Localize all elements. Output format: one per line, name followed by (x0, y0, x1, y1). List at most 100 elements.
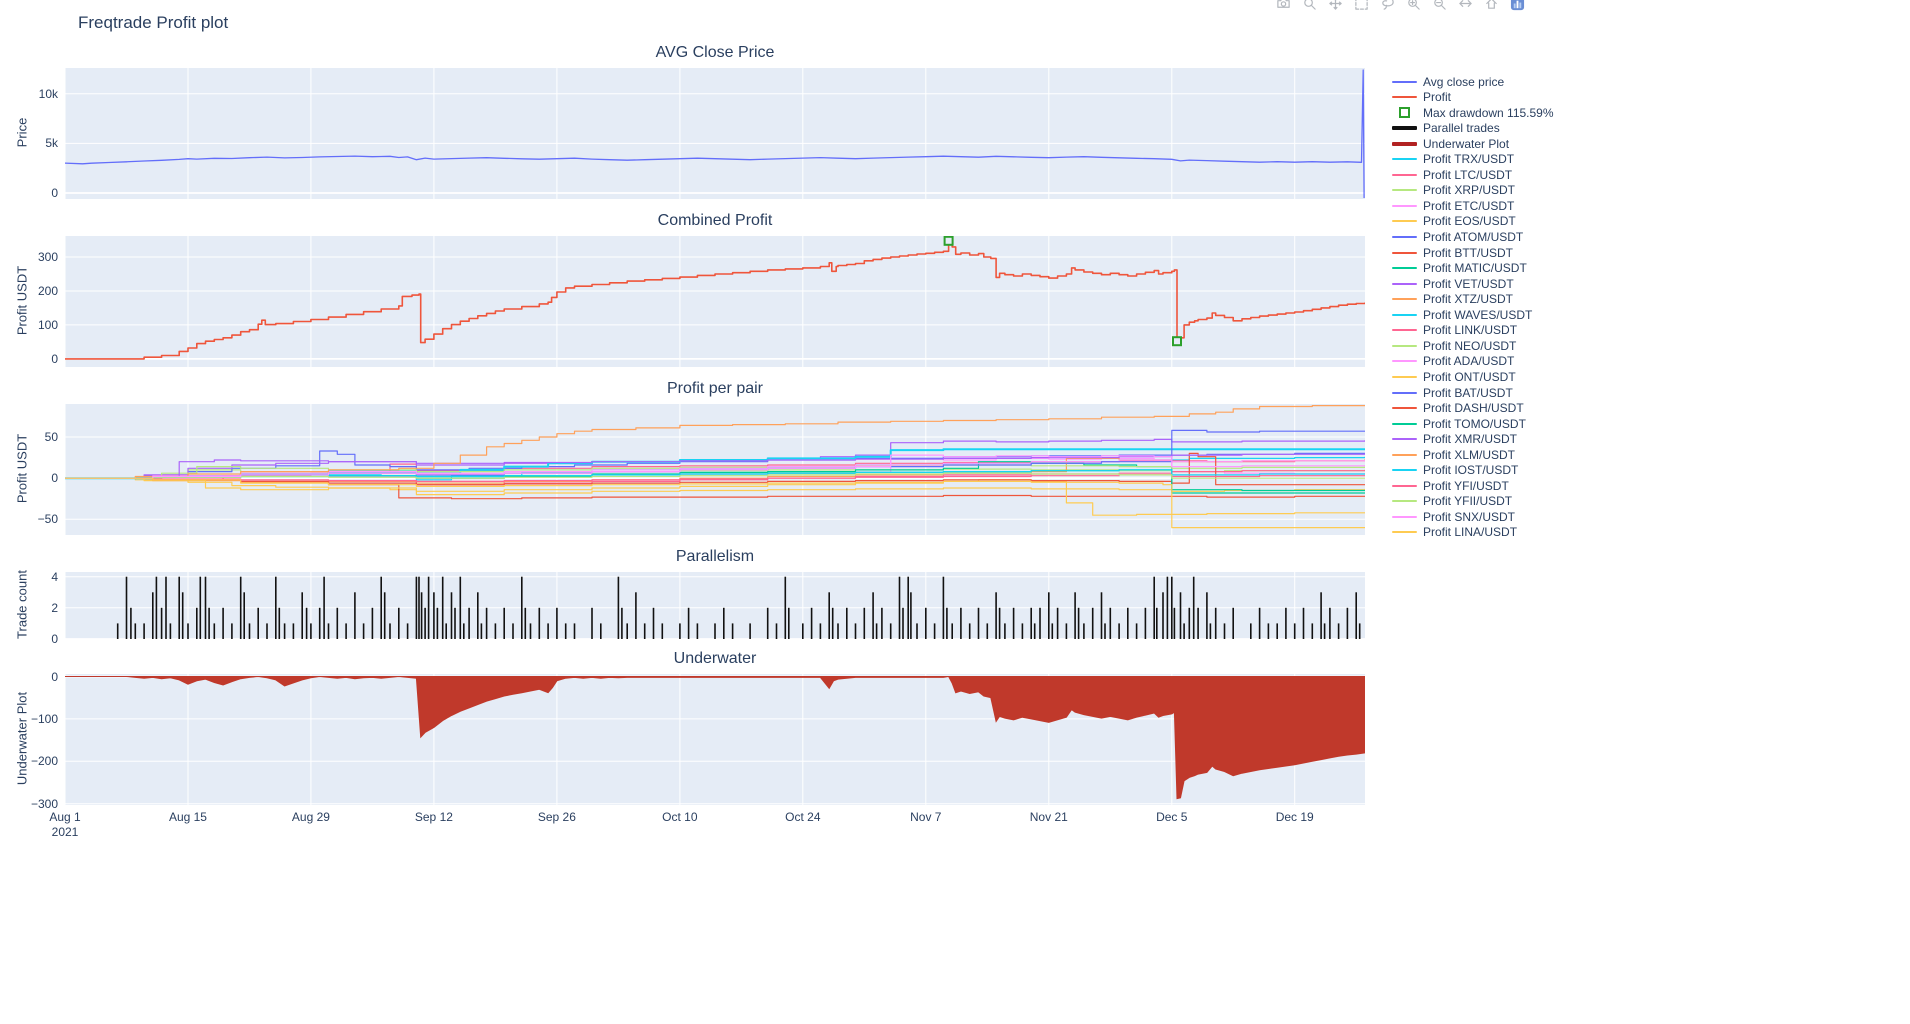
y-tick-label: 0 (51, 351, 58, 366)
legend-item-profit-xtz-usdt[interactable]: Profit XTZ/USDT (1392, 292, 1513, 307)
legend-label: Profit IOST/USDT (1423, 463, 1519, 478)
legend-item-profit-dash-usdt[interactable]: Profit DASH/USDT (1392, 401, 1524, 416)
subplot-title-avg-close-price: AVG Close Price (655, 44, 775, 61)
legend-label: Profit EOS/USDT (1423, 214, 1516, 229)
legend-item-profit-matic-usdt[interactable]: Profit MATIC/USDT (1392, 261, 1527, 276)
legend-label: Profit BTT/USDT (1423, 245, 1514, 260)
x-tick-label: Oct 10 (662, 810, 698, 824)
subplot-title-profit-per-pair: Profit per pair (666, 380, 764, 397)
legend-item-profit-btt-usdt[interactable]: Profit BTT/USDT (1392, 245, 1513, 260)
legend-line-swatch (1392, 344, 1417, 347)
legend-line-swatch (1392, 329, 1417, 332)
x-tick-label: Sep 26 (537, 810, 576, 824)
zoom-icon[interactable] (1302, 0, 1317, 11)
legend-item-underwater-plot[interactable]: Underwater Plot (1392, 136, 1509, 151)
legend-item-parallel-trades[interactable]: Parallel trades (1392, 121, 1500, 136)
plot-area-profit-per-pair[interactable] (65, 404, 1365, 535)
legend-line-swatch (1392, 126, 1417, 131)
legend-label: Underwater Plot (1423, 136, 1510, 151)
legend-item-profit-yfii-usdt[interactable]: Profit YFII/USDT (1392, 494, 1512, 509)
legend-item-profit-waves-usdt[interactable]: Profit WAVES/USDT (1392, 307, 1532, 322)
legend-label: Profit BAT/USDT (1423, 385, 1513, 400)
legend-item-max-drawdown-115-59[interactable]: Max drawdown 115.59% (1392, 105, 1554, 120)
legend-label: Profit ONT/USDT (1423, 369, 1516, 384)
legend-item-profit-ont-usdt[interactable]: Profit ONT/USDT (1392, 369, 1516, 384)
legend-item-avg-close-price[interactable]: Avg close price (1392, 74, 1504, 89)
legend-item-profit-eos-usdt[interactable]: Profit EOS/USDT (1392, 214, 1516, 229)
legend-line-swatch (1392, 391, 1417, 394)
legend-line-swatch (1392, 469, 1417, 472)
legend-line-swatch (1392, 298, 1417, 301)
legend-item-profit-iost-usdt[interactable]: Profit IOST/USDT (1392, 463, 1518, 478)
legend-line-swatch (1392, 96, 1417, 99)
y-tick-label: 0 (51, 632, 58, 646)
legend-item-profit[interactable]: Profit (1392, 90, 1451, 105)
x-tick-label: Dec 19 (1275, 810, 1314, 824)
legend-item-profit-vet-usdt[interactable]: Profit VET/USDT (1392, 276, 1514, 291)
legend-item-profit-bat-usdt[interactable]: Profit BAT/USDT (1392, 385, 1513, 400)
legend-line-swatch (1392, 236, 1417, 238)
x-tick-label: Dec 5 (1156, 810, 1188, 824)
legend-label: Profit NEO/USDT (1423, 338, 1517, 353)
legend-line-swatch (1392, 375, 1417, 378)
autoscale-icon[interactable] (1458, 0, 1473, 11)
legend-item-profit-lina-usdt[interactable]: Profit LINA/USDT (1392, 525, 1517, 540)
subplot-title-underwater: Underwater (673, 650, 757, 667)
lasso-select-icon[interactable] (1380, 0, 1395, 11)
legend-label: Profit LINK/USDT (1423, 323, 1518, 338)
legend-line-swatch (1392, 360, 1417, 363)
x-tick-label: Oct 24 (785, 810, 821, 824)
legend-item-profit-ada-usdt[interactable]: Profit ADA/USDT (1392, 354, 1514, 369)
legend-item-profit-xrp-usdt[interactable]: Profit XRP/USDT (1392, 183, 1515, 198)
y-tick-label: 4 (51, 569, 58, 584)
legend-item-profit-tomo-usdt[interactable]: Profit TOMO/USDT (1392, 416, 1526, 431)
legend-line-swatch (1392, 313, 1417, 316)
plot-area-avg-close-price[interactable] (65, 68, 1365, 199)
legend-item-profit-link-usdt[interactable]: Profit LINK/USDT (1392, 323, 1517, 338)
download-camera-icon[interactable] (1276, 0, 1291, 11)
legend-label: Profit LINA/USDT (1423, 525, 1518, 540)
legend-label: Profit MATIC/USDT (1423, 261, 1527, 276)
legend-label: Profit XTZ/USDT (1423, 292, 1514, 307)
legend-line-swatch (1392, 141, 1417, 146)
legend-label: Profit TRX/USDT (1423, 152, 1515, 167)
legend-item-profit-atom-usdt[interactable]: Profit ATOM/USDT (1392, 230, 1523, 245)
legend-line-swatch (1392, 189, 1417, 192)
legend-item-profit-snx-usdt[interactable]: Profit SNX/USDT (1392, 509, 1515, 524)
modebar (1276, 0, 1525, 11)
zoom-out-icon[interactable] (1432, 0, 1447, 11)
y-tick-label: 0 (51, 471, 58, 486)
y-tick-label: −50 (37, 512, 58, 527)
legend-item-profit-ltc-usdt[interactable]: Profit LTC/USDT (1392, 167, 1512, 182)
legend-line-swatch (1392, 500, 1417, 503)
box-select-icon[interactable] (1354, 0, 1369, 11)
legend-item-profit-xlm-usdt[interactable]: Profit XLM/USDT (1392, 447, 1515, 462)
legend-item-profit-neo-usdt[interactable]: Profit NEO/USDT (1392, 338, 1516, 353)
plot-area-parallelism[interactable] (65, 572, 1365, 639)
plot-area-underwater[interactable] (65, 674, 1365, 805)
reset-axes-icon[interactable] (1484, 0, 1499, 11)
legend-label: Profit XLM/USDT (1423, 447, 1516, 462)
legend-label: Profit YFI/USDT (1423, 478, 1509, 493)
legend-line-swatch (1392, 80, 1417, 83)
legend-label: Profit YFII/USDT (1423, 494, 1513, 509)
plotly-logo-icon[interactable] (1510, 0, 1525, 11)
legend-label: Max drawdown 115.59% (1423, 105, 1554, 120)
x-tick-label: Nov 21 (1029, 810, 1068, 824)
subplot-title-parallelism: Parallelism (675, 548, 755, 565)
pan-icon[interactable] (1328, 0, 1343, 11)
legend-item-profit-trx-usdt[interactable]: Profit TRX/USDT (1392, 152, 1514, 167)
figure-title: Freqtrade Profit plot (78, 13, 229, 32)
zoom-in-icon[interactable] (1406, 0, 1421, 11)
legend-label: Profit ADA/USDT (1423, 354, 1515, 369)
x-tick-label: Aug 29 (291, 810, 330, 824)
legend-item-profit-yfi-usdt[interactable]: Profit YFI/USDT (1392, 478, 1509, 493)
legend-label: Profit LTC/USDT (1423, 167, 1513, 182)
legend-line-swatch (1392, 173, 1417, 176)
legend-label: Profit DASH/USDT (1423, 401, 1524, 416)
legend-item-profit-xmr-usdt[interactable]: Profit XMR/USDT (1392, 432, 1517, 447)
y-tick-label: 100 (37, 317, 58, 332)
legend-item-profit-etc-usdt[interactable]: Profit ETC/USDT (1392, 198, 1514, 213)
plot-area-combined-profit[interactable] (65, 236, 1365, 367)
